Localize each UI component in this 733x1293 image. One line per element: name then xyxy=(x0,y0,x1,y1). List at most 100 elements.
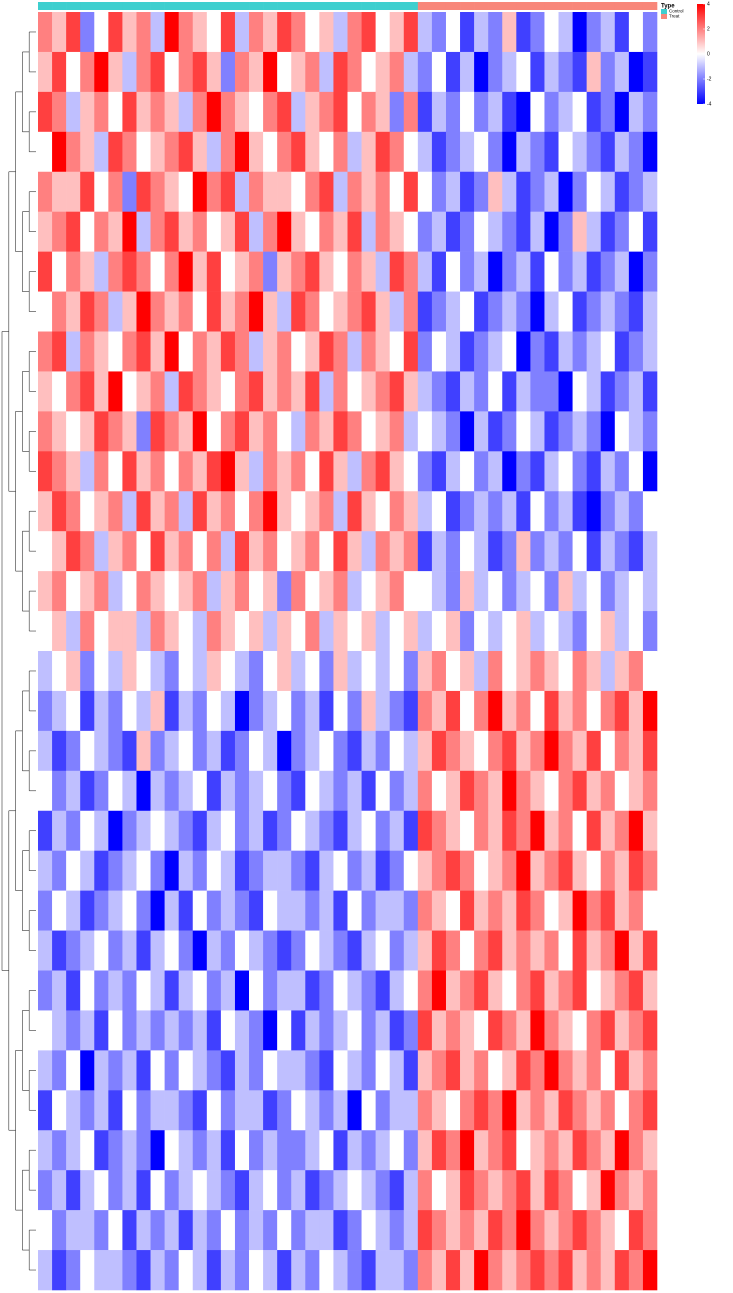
heatmap-cell xyxy=(488,970,503,1011)
heatmap-cell xyxy=(249,451,264,492)
heatmap-cell xyxy=(164,730,179,772)
heatmap-cell xyxy=(488,1090,503,1131)
heatmap-cell xyxy=(277,211,292,252)
heatmap-cell xyxy=(234,291,250,332)
heatmap-cell xyxy=(249,211,264,252)
heatmap-cell xyxy=(347,331,362,372)
heatmap-cell xyxy=(642,331,658,372)
heatmap-cell xyxy=(234,1210,250,1251)
type-annotation xyxy=(94,2,109,10)
heatmap-cell xyxy=(80,770,95,812)
heatmap-cell xyxy=(136,1090,151,1131)
heatmap-cell xyxy=(488,491,503,532)
heatmap-cell xyxy=(572,850,587,891)
heatmap-cell xyxy=(642,810,658,851)
heatmap-cell xyxy=(516,371,531,412)
heatmap-cell xyxy=(361,251,376,292)
heatmap-cell xyxy=(642,651,658,692)
heatmap-cell xyxy=(389,611,405,652)
heatmap-cell xyxy=(642,251,658,292)
heatmap-cell xyxy=(431,1250,447,1291)
heatmap-cell xyxy=(80,810,95,851)
heatmap-cell xyxy=(94,171,109,212)
heatmap-cell xyxy=(516,211,531,252)
heatmap-cell xyxy=(38,770,53,812)
heatmap-cell xyxy=(403,491,419,532)
heatmap-cell xyxy=(291,171,306,212)
heatmap-cell xyxy=(192,491,208,532)
type-annotation xyxy=(389,2,405,10)
heatmap-cell xyxy=(586,331,602,372)
heatmap-cell xyxy=(347,571,362,612)
heatmap-cell xyxy=(488,1050,503,1091)
heatmap-cell xyxy=(375,131,391,173)
heatmap-cell xyxy=(150,730,165,772)
heatmap-cell xyxy=(192,890,208,931)
heatmap-cell xyxy=(108,730,123,772)
heatmap-cell xyxy=(628,611,644,652)
heatmap-cell xyxy=(206,651,222,692)
colorbar-tick-label: 0 xyxy=(707,51,710,57)
heatmap-cell xyxy=(80,651,95,692)
heatmap-cell xyxy=(150,291,165,332)
heatmap-cell xyxy=(94,1050,109,1091)
heatmap-cell xyxy=(558,131,573,173)
heatmap-cell xyxy=(474,850,489,891)
heatmap-cell xyxy=(249,571,264,612)
heatmap-cell xyxy=(66,930,81,971)
heatmap-cell xyxy=(220,491,236,532)
heatmap-cell xyxy=(614,1050,630,1091)
heatmap-cell xyxy=(375,571,391,612)
heatmap-cell xyxy=(544,730,559,772)
heatmap-cell xyxy=(38,371,53,412)
heatmap-cell xyxy=(460,211,475,252)
heatmap-cell xyxy=(178,810,194,851)
heatmap-cell xyxy=(38,810,53,851)
heatmap-cell xyxy=(642,1210,658,1251)
heatmap-cell xyxy=(488,371,503,412)
heatmap-cell xyxy=(136,131,151,173)
heatmap-cell xyxy=(192,291,208,332)
heatmap-cell xyxy=(502,1210,517,1251)
heatmap-cell xyxy=(52,611,67,652)
heatmap-cell xyxy=(614,211,630,252)
heatmap-cell xyxy=(502,651,517,692)
heatmap-cell xyxy=(249,1010,264,1051)
type-annotation xyxy=(108,2,123,10)
heatmap-cell xyxy=(108,51,123,93)
heatmap-cell xyxy=(642,171,658,212)
heatmap-cell xyxy=(642,531,658,572)
heatmap-cell xyxy=(333,1050,348,1091)
heatmap-cell xyxy=(305,451,320,492)
heatmap-cell xyxy=(263,1250,278,1291)
heatmap-cell xyxy=(614,1210,630,1251)
heatmap-cell xyxy=(361,930,376,971)
heatmap-cell xyxy=(319,1210,334,1251)
heatmap-cell xyxy=(122,531,137,572)
heatmap-cell xyxy=(628,1010,644,1051)
heatmap-cell xyxy=(66,810,81,851)
heatmap-cell xyxy=(122,970,137,1011)
heatmap-cell xyxy=(389,890,405,931)
heatmap-cell xyxy=(263,1130,278,1171)
heatmap-cell xyxy=(52,491,67,532)
heatmap-cell xyxy=(642,211,658,252)
type-annotation xyxy=(614,2,630,10)
heatmap-cell xyxy=(164,211,179,252)
heatmap-cell xyxy=(445,651,461,692)
heatmap-cell xyxy=(347,91,362,133)
heatmap-cell xyxy=(108,651,123,692)
heatmap-cell xyxy=(474,411,489,452)
heatmap-cell xyxy=(66,1210,81,1251)
heatmap-cell xyxy=(192,850,208,891)
type-annotation xyxy=(319,2,334,10)
heatmap-cell xyxy=(192,571,208,612)
heatmap-cell xyxy=(150,930,165,971)
heatmap-cell xyxy=(220,810,236,851)
heatmap-cell xyxy=(277,1170,292,1211)
heatmap-cell xyxy=(192,1050,208,1091)
heatmap-cell xyxy=(460,930,475,971)
heatmap-cell xyxy=(403,1050,419,1091)
heatmap-cell xyxy=(192,171,208,212)
heatmap-cell xyxy=(600,1010,616,1051)
